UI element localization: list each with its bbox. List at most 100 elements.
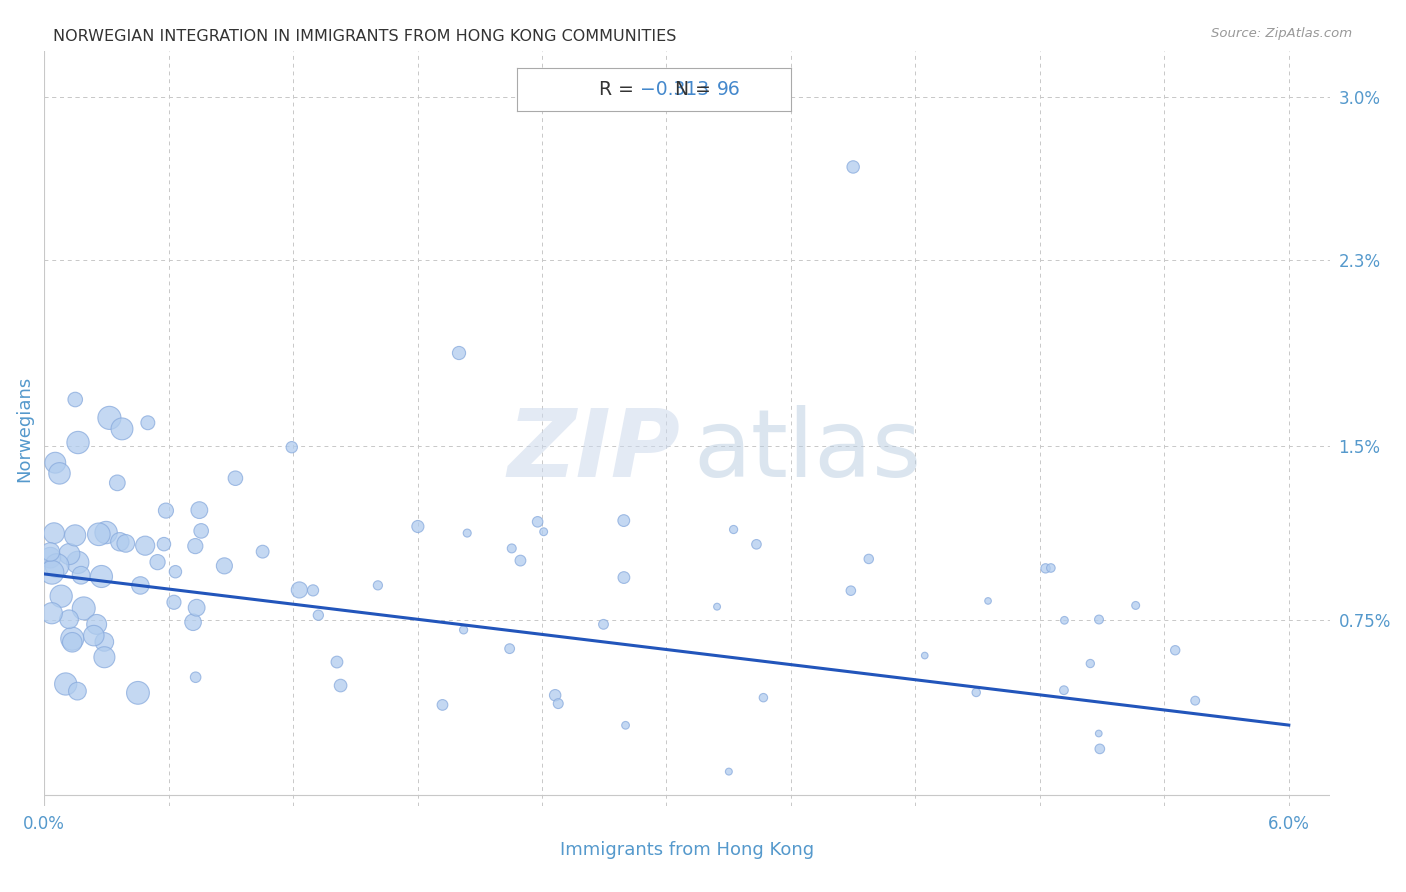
Point	[41, 606, 63, 620]
Text: ZIP: ZIP	[508, 405, 681, 497]
Point	[406, 519, 429, 533]
Point	[86, 617, 108, 632]
Point	[456, 526, 478, 541]
Point	[329, 679, 352, 693]
Point	[65, 392, 87, 407]
Point	[188, 503, 211, 517]
Point	[51, 589, 73, 603]
Point	[1088, 613, 1111, 627]
Point	[184, 539, 207, 553]
Text: R =: R =	[599, 79, 640, 99]
X-axis label: Immigrants from Hong Kong: Immigrants from Hong Kong	[560, 841, 814, 859]
Point	[136, 416, 159, 430]
Point	[717, 764, 740, 779]
Point	[1053, 683, 1076, 698]
Point	[533, 524, 555, 539]
Point	[39, 550, 62, 565]
Point	[163, 595, 186, 609]
Point	[94, 525, 117, 540]
Text: 96: 96	[717, 79, 741, 99]
Point	[165, 565, 187, 579]
Point	[114, 536, 136, 550]
Point	[706, 599, 728, 614]
Point	[526, 515, 548, 529]
Point	[93, 650, 115, 665]
Point	[614, 718, 637, 732]
Point	[1078, 657, 1101, 671]
Point	[98, 410, 121, 425]
Point	[1039, 561, 1062, 575]
Point	[1053, 613, 1076, 627]
Point	[184, 670, 207, 684]
Point	[252, 544, 274, 558]
Point	[1125, 599, 1147, 613]
Point	[42, 526, 65, 541]
Point	[613, 570, 636, 584]
Point	[60, 632, 83, 646]
Point	[48, 467, 70, 481]
Point	[592, 617, 614, 632]
Point	[326, 655, 349, 669]
Point	[58, 612, 80, 626]
Point	[453, 623, 475, 637]
Point	[181, 615, 204, 630]
Text: Source: ZipAtlas.com: Source: ZipAtlas.com	[1212, 27, 1353, 40]
Point	[190, 524, 212, 538]
Point	[134, 539, 156, 553]
Point	[842, 160, 865, 174]
Point	[307, 608, 329, 623]
Point	[965, 685, 987, 699]
Point	[1088, 742, 1111, 756]
Point	[224, 471, 246, 485]
Point	[46, 558, 69, 573]
Point	[155, 503, 177, 517]
Y-axis label: Norwegians: Norwegians	[15, 376, 32, 482]
Point	[111, 422, 134, 436]
Point	[501, 541, 523, 556]
Point	[745, 537, 768, 551]
Point	[129, 578, 152, 592]
Point	[186, 600, 208, 615]
Point	[752, 690, 775, 705]
Point	[914, 648, 936, 663]
Point	[544, 688, 567, 702]
Point	[66, 555, 89, 569]
Point	[839, 583, 862, 598]
Point	[367, 578, 389, 592]
Point	[63, 528, 86, 542]
Point	[66, 684, 89, 698]
Point	[509, 553, 531, 567]
Point	[547, 697, 569, 711]
Point	[281, 440, 304, 454]
Point	[214, 558, 236, 573]
Point	[87, 527, 110, 541]
Point	[60, 635, 83, 649]
Point	[108, 534, 131, 549]
Point	[447, 346, 470, 360]
Point	[1184, 693, 1206, 707]
Point	[432, 698, 454, 712]
Point	[66, 435, 89, 450]
Point	[41, 566, 63, 580]
Point	[613, 514, 636, 528]
Text: NORWEGIAN INTEGRATION IN IMMIGRANTS FROM HONG KONG COMMUNITIES: NORWEGIAN INTEGRATION IN IMMIGRANTS FROM…	[53, 29, 676, 45]
Point	[58, 547, 80, 561]
Point	[105, 475, 128, 490]
Point	[44, 456, 66, 470]
Point	[302, 583, 325, 598]
Point	[55, 677, 77, 691]
Text: N =: N =	[675, 79, 717, 99]
Point	[977, 594, 1000, 608]
Point	[90, 569, 112, 583]
Point	[1164, 643, 1187, 657]
Point	[1087, 726, 1109, 740]
Point	[83, 629, 105, 643]
Text: atlas: atlas	[693, 405, 922, 497]
Point	[70, 568, 93, 582]
Text: −0.313: −0.313	[640, 79, 709, 99]
Point	[288, 582, 311, 597]
Point	[146, 555, 169, 569]
Point	[39, 545, 62, 559]
Point	[498, 641, 520, 656]
Point	[858, 552, 880, 566]
